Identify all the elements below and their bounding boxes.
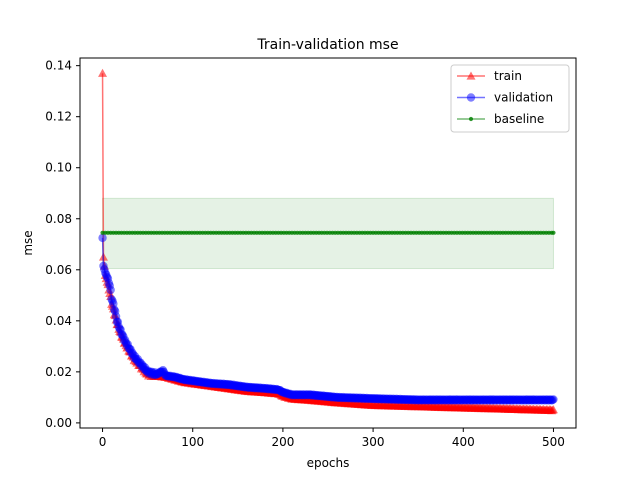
point-baseline bbox=[551, 230, 556, 235]
y-axis-ticks: 0.00 0.02 0.04 0.06 0.08 0.10 0.12 0.14 bbox=[45, 59, 80, 430]
series-validation bbox=[98, 233, 558, 405]
series-layer bbox=[98, 68, 558, 415]
y-tick-label: 0.14 bbox=[45, 59, 72, 73]
legend-box bbox=[450, 64, 570, 133]
legend-entry-train: train bbox=[457, 69, 522, 83]
y-tick-label: 0.10 bbox=[45, 161, 72, 175]
y-tick-label: 0.00 bbox=[45, 416, 72, 430]
legend-label-train: train bbox=[494, 69, 522, 83]
x-tick-label: 400 bbox=[452, 435, 475, 449]
y-tick-label: 0.06 bbox=[45, 263, 72, 277]
y-tick-label: 0.12 bbox=[45, 110, 72, 124]
point-validation bbox=[549, 395, 558, 404]
x-tick-label: 0 bbox=[99, 435, 107, 449]
plot-frame bbox=[79, 57, 577, 429]
point-train bbox=[98, 68, 108, 77]
legend-entries: train validation baseline bbox=[457, 69, 553, 126]
x-tick-label: 100 bbox=[181, 435, 204, 449]
legend-marker-train bbox=[466, 71, 476, 80]
legend-marker-validation bbox=[466, 93, 476, 102]
legend: train validation baseline bbox=[450, 64, 570, 133]
x-axis-label: epochs bbox=[307, 456, 350, 470]
legend-label-baseline: baseline bbox=[494, 112, 544, 126]
y-tick-label: 0.02 bbox=[45, 365, 72, 379]
y-tick-label: 0.04 bbox=[45, 314, 72, 328]
legend-entry-baseline: baseline bbox=[457, 112, 544, 126]
y-tick-label: 0.08 bbox=[45, 212, 72, 226]
chart-title: Train-validation mse bbox=[256, 37, 398, 53]
legend-marker-baseline bbox=[468, 116, 474, 122]
x-tick-label: 500 bbox=[542, 435, 565, 449]
point-train bbox=[548, 405, 558, 414]
legend-label-validation: validation bbox=[494, 91, 553, 105]
x-axis-ticks: 0 100 200 300 400 500 bbox=[99, 428, 565, 449]
point-validation bbox=[98, 233, 107, 243]
x-tick-label: 300 bbox=[362, 435, 385, 449]
x-tick-label: 200 bbox=[271, 435, 294, 449]
series-baseline bbox=[100, 230, 556, 235]
y-axis-label: mse bbox=[21, 230, 35, 255]
legend-entry-validation: validation bbox=[457, 91, 553, 105]
point-validation bbox=[106, 285, 115, 295]
